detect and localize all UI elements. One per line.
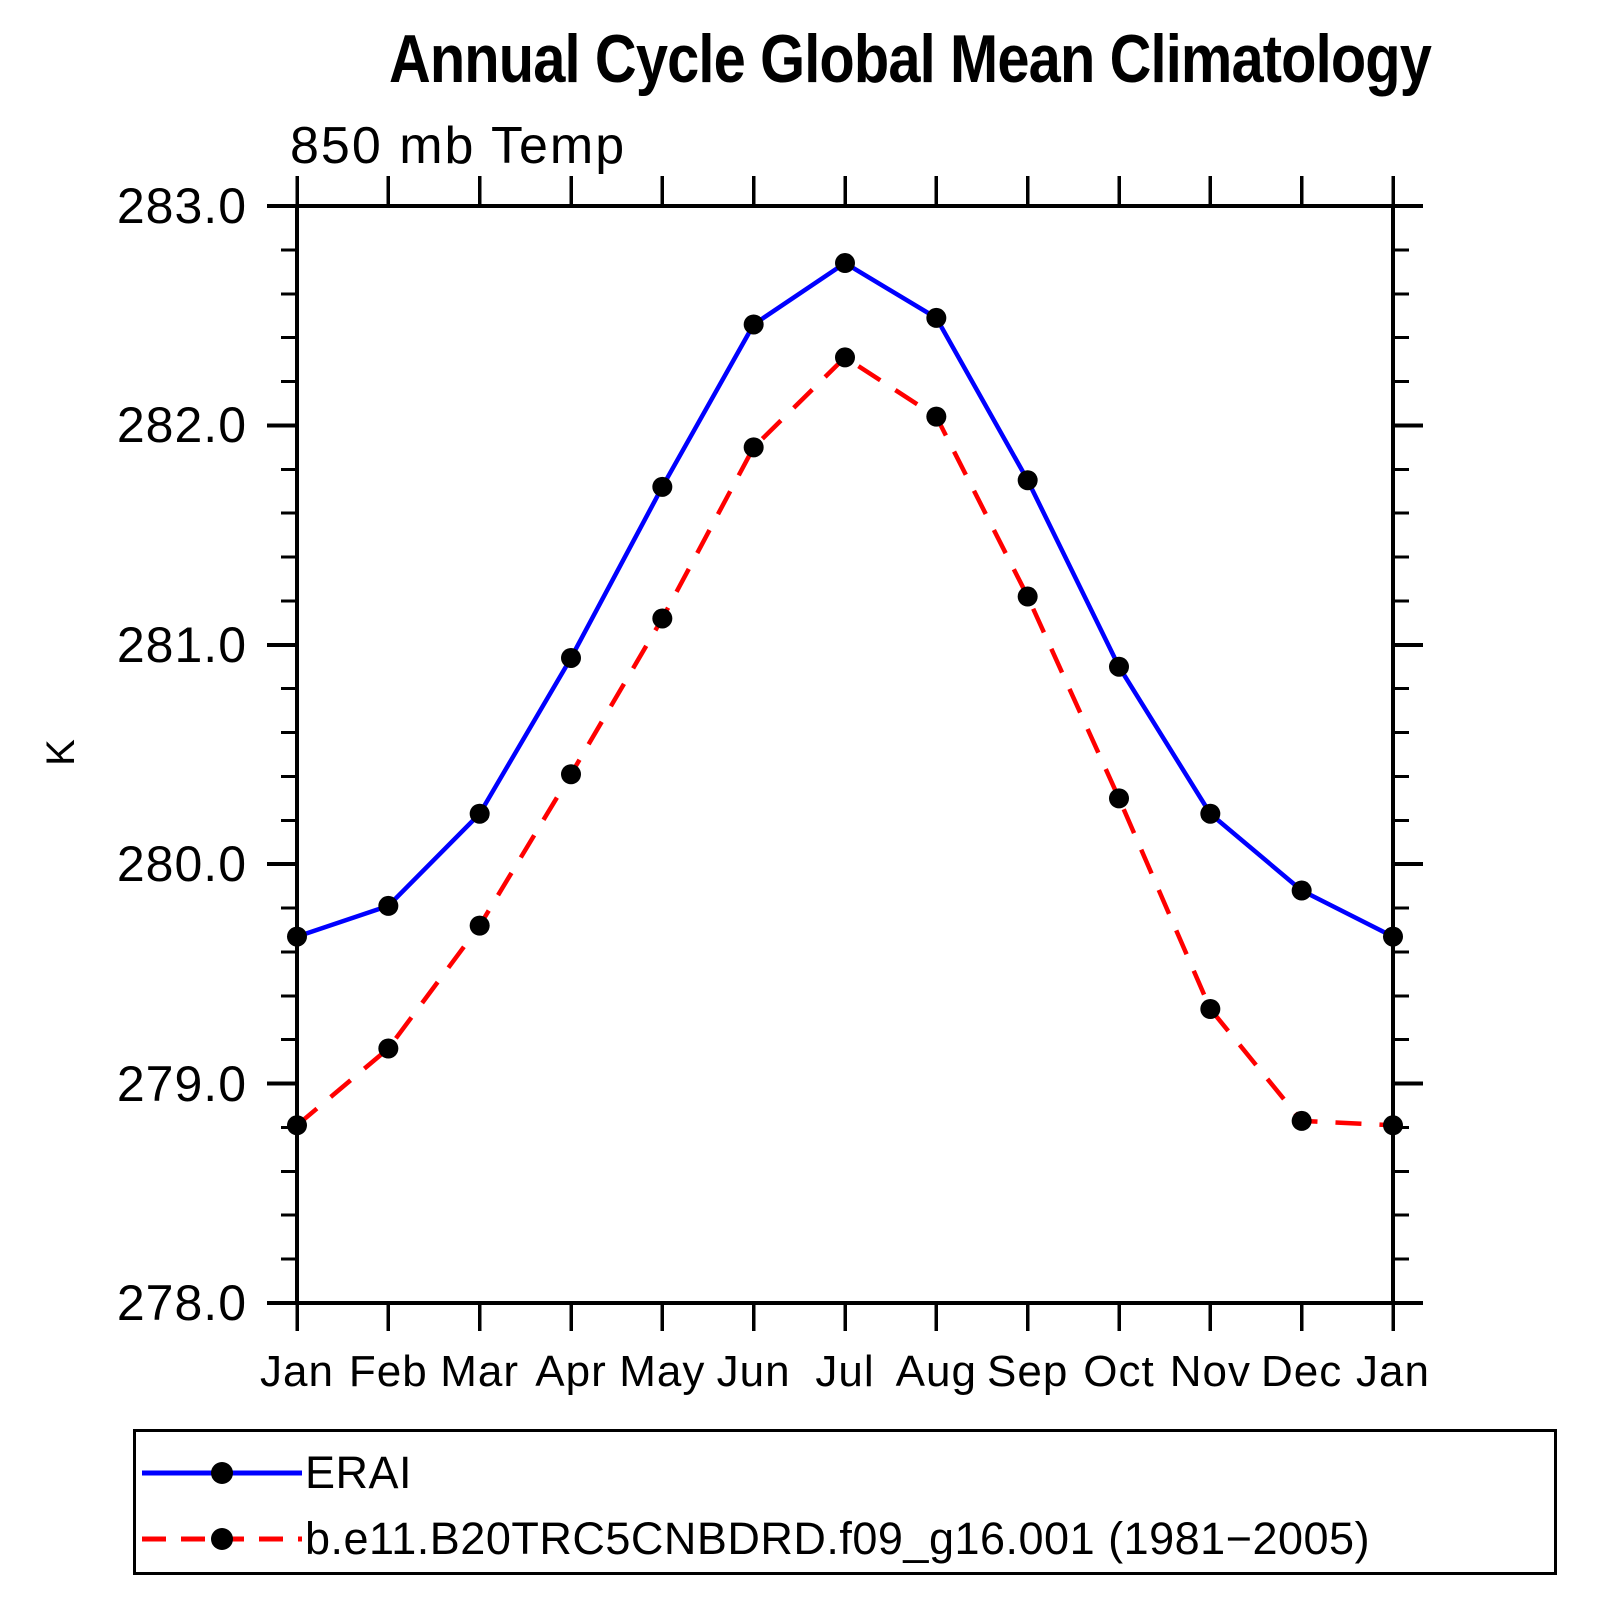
data-point-marker — [1017, 470, 1038, 491]
x-tick-label: Dec — [1261, 1347, 1343, 1396]
data-point-marker — [1200, 999, 1221, 1020]
legend-entry-erai: ERAI — [139, 1450, 412, 1496]
y-tick-label: 279.0 — [116, 1055, 247, 1112]
data-point-marker — [561, 764, 581, 785]
x-tick-label: May — [619, 1347, 706, 1396]
data-point-marker — [469, 915, 490, 936]
x-tick-label: Jun — [716, 1347, 791, 1396]
chart-title-text: Annual Cycle Global Mean Climatology — [388, 21, 1432, 97]
x-tick-label: Jul — [815, 1347, 875, 1396]
data-point-marker — [561, 647, 581, 668]
data-point-marker — [287, 1115, 307, 1136]
chart-subtitle: 850 mb Temp — [290, 117, 627, 175]
data-point-marker — [835, 253, 855, 274]
data-point-marker — [287, 926, 307, 947]
data-point-marker — [743, 437, 764, 458]
data-point-marker — [743, 314, 764, 335]
data-point-marker — [835, 347, 855, 368]
x-tick-label: Jan — [260, 1347, 334, 1396]
data-point-marker — [1383, 1115, 1403, 1136]
x-tick-label: Apr — [535, 1347, 607, 1396]
y-tick-label: 282.0 — [116, 397, 247, 454]
data-point-marker — [926, 406, 947, 427]
data-point-marker — [378, 895, 399, 916]
data-point-marker — [1291, 880, 1312, 901]
data-point-marker — [378, 1038, 399, 1059]
erai-sample-marker-icon — [211, 1462, 233, 1484]
model-line-sample — [142, 1528, 302, 1550]
x-tick-label: Nov — [1169, 1347, 1251, 1396]
data-point-marker — [652, 608, 673, 629]
chart-title: Annual Cycle Global Mean Climatology — [297, 20, 1432, 98]
data-point-marker — [469, 803, 490, 824]
data-point-marker — [1109, 788, 1129, 809]
plot-frame — [295, 204, 1395, 1305]
data-point-marker — [926, 307, 947, 328]
x-tick-label: Oct — [1083, 1347, 1155, 1396]
model-line — [295, 354, 1394, 1128]
y-tick-label: 280.0 — [116, 836, 247, 893]
y-tick-label: 281.0 — [116, 616, 247, 673]
y-tick-label: 278.0 — [116, 1275, 247, 1331]
erai-line-sample — [142, 1462, 302, 1484]
x-tick-label: Jan — [1356, 1347, 1430, 1396]
x-tick-label: Sep — [987, 1347, 1069, 1396]
data-point-marker — [1200, 803, 1221, 824]
y-tick-label: 283.0 — [116, 178, 247, 234]
model-sample-marker-icon — [211, 1528, 233, 1550]
data-point-marker — [1109, 656, 1129, 677]
x-tick-label: Aug — [895, 1347, 977, 1396]
legend-label-erai: ERAI — [305, 1447, 413, 1498]
x-tick-label: Feb — [348, 1347, 428, 1396]
legend-box: ERAI b.e11.B20TRC5CNBDRD.f09_g16.001 (19… — [133, 1429, 1557, 1575]
data-point-marker — [1291, 1110, 1312, 1131]
data-point-marker — [1017, 586, 1038, 607]
legend-entry-model: b.e11.B20TRC5CNBDRD.f09_g16.001 (1981−20… — [139, 1516, 1370, 1562]
x-tick-label: Mar — [440, 1347, 520, 1396]
data-point-marker — [652, 476, 673, 497]
data-point-marker — [1383, 926, 1403, 947]
legend-label-model: b.e11.B20TRC5CNBDRD.f09_g16.001 (1981−20… — [305, 1513, 1371, 1564]
